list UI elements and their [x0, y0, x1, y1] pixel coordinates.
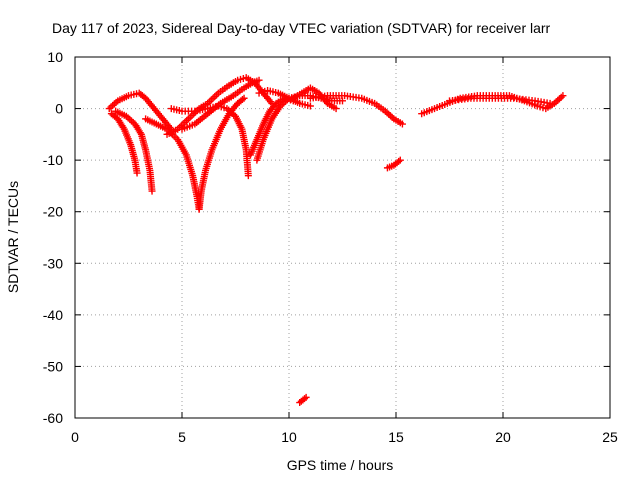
data-point: [240, 94, 248, 102]
series-arc-13: [296, 393, 310, 407]
x-tick-label: 0: [71, 429, 79, 445]
data-points: [105, 74, 567, 407]
data-point: [306, 102, 314, 110]
y-tick-label: -10: [43, 152, 63, 168]
data-point: [546, 99, 554, 107]
series-arc-17: [446, 94, 554, 107]
x-tick-label: 15: [388, 429, 404, 445]
series-arc-15: [383, 156, 404, 172]
x-tick-label: 20: [495, 429, 511, 445]
data-point: [302, 393, 310, 401]
series-arc-8: [178, 76, 263, 133]
y-tick-label: -60: [43, 410, 63, 426]
plot-frame: [74, 56, 611, 419]
series-arc-2: [107, 110, 141, 177]
data-point: [244, 172, 252, 180]
y-axis-label: SDTVAR / TECUs: [5, 181, 21, 293]
data-point: [301, 395, 309, 403]
series-arc-7: [167, 102, 252, 180]
x-tick-label: 25: [602, 429, 618, 445]
data-point: [255, 76, 263, 84]
data-point: [238, 96, 246, 104]
data-point: [398, 120, 406, 128]
series-arc-5: [195, 94, 248, 213]
series-arc-14: [306, 92, 406, 128]
x-axis-label: GPS time / hours: [287, 457, 394, 473]
x-tick-label: 5: [178, 429, 186, 445]
data-point: [133, 169, 141, 177]
axis-ticks: 0 5 10 15 20 25 10 0 -10 -20 -30 -40 -50 -60: [43, 49, 618, 445]
y-tick-label: 10: [47, 49, 63, 65]
data-point: [332, 105, 340, 113]
y-tick-label: -20: [43, 204, 63, 220]
series-arc-3: [112, 107, 156, 195]
y-tick-label: -30: [43, 255, 63, 271]
data-point: [559, 92, 567, 100]
data-point: [396, 156, 404, 164]
data-point: [148, 187, 156, 195]
y-tick-label: 0: [55, 101, 63, 117]
x-tick-label: 10: [281, 429, 297, 445]
chart-title: Day 117 of 2023, Sidereal Day-to-day VTE…: [52, 20, 551, 36]
series-arc-1: [105, 89, 175, 133]
data-point: [339, 97, 346, 105]
y-tick-label: -40: [43, 307, 63, 323]
data-point: [395, 157, 403, 165]
y-tick-label: -50: [43, 358, 63, 374]
